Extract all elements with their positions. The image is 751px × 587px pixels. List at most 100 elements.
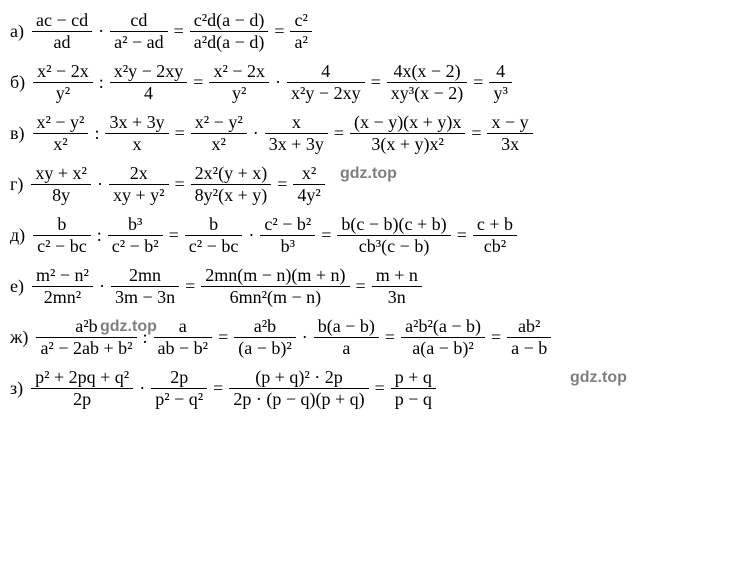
equation-line-zh: ж) a²b a² − 2ab + b² : a ab − b² = a²b (…	[10, 316, 751, 359]
numerator: 2x	[109, 163, 169, 185]
fraction: 2p p² − q²	[151, 367, 207, 410]
numerator: 2mn	[111, 265, 179, 287]
fraction: 2mn(m − n)(m + n) 6mn²(m − n)	[201, 265, 349, 308]
fraction: a²b²(a − b) a(a − b)²	[401, 316, 485, 359]
denominator: 3x	[487, 134, 532, 155]
equals: =	[274, 21, 284, 42]
equals: =	[334, 123, 344, 144]
numerator: b(c − b)(c + b)	[337, 214, 450, 236]
denominator: a	[314, 338, 379, 359]
numerator: c + b	[473, 214, 517, 236]
denominator: a − b	[507, 338, 551, 359]
fraction: x 3x + 3y	[265, 112, 328, 155]
numerator: x − y	[487, 112, 532, 134]
denominator: a² − 2ab + b²	[36, 338, 136, 359]
fraction: a²b a² − 2ab + b²	[36, 316, 136, 359]
equals: =	[213, 378, 223, 399]
denominator: 6mn²(m − n)	[201, 287, 349, 308]
denominator: y²	[33, 83, 93, 104]
fraction: c² a²	[290, 10, 311, 53]
denominator: c² − bc	[33, 236, 91, 257]
fraction: x² − y² x²	[191, 112, 247, 155]
operator: :	[97, 225, 102, 246]
numerator: p² + 2pq + q²	[31, 367, 133, 389]
numerator: x² − 2x	[33, 61, 93, 83]
denominator: c² − b²	[108, 236, 163, 257]
line-label: б)	[10, 72, 25, 93]
equals: =	[169, 225, 179, 246]
fraction: b(a − b) a	[314, 316, 379, 359]
denominator: p − q	[391, 389, 436, 410]
denominator: c² − bc	[185, 236, 243, 257]
line-label: а)	[10, 21, 24, 42]
denominator: 3x + 3y	[265, 134, 328, 155]
numerator: x² − 2x	[209, 61, 269, 83]
fraction: b c² − bc	[185, 214, 243, 257]
denominator: 2mn²	[32, 287, 93, 308]
line-label: з)	[10, 378, 23, 399]
fraction: x² − 2x y²	[33, 61, 93, 104]
equals: =	[175, 123, 185, 144]
fraction: x² 4y²	[293, 163, 324, 206]
operator: ·	[275, 72, 281, 93]
denominator: a² − ad	[110, 32, 168, 53]
fraction: m² − n² 2mn²	[32, 265, 93, 308]
numerator: a²b	[36, 316, 136, 338]
numerator: b	[185, 214, 243, 236]
denominator: x²	[33, 134, 89, 155]
equals: =	[385, 327, 395, 348]
fraction: 3x + 3y x	[105, 112, 168, 155]
numerator: 3x + 3y	[105, 112, 168, 134]
denominator: 4y²	[293, 185, 324, 206]
numerator: x²	[293, 163, 324, 185]
equals: =	[457, 225, 467, 246]
operator: ·	[248, 225, 254, 246]
operator: ·	[302, 327, 308, 348]
denominator: 2p · (p − q)(p + q)	[229, 389, 368, 410]
line-label: ж)	[10, 327, 28, 348]
fraction: c² − b² b³	[260, 214, 315, 257]
fraction: cd a² − ad	[110, 10, 168, 53]
denominator: 3m − 3n	[111, 287, 179, 308]
equals: =	[356, 276, 366, 297]
operator: :	[99, 72, 104, 93]
equals: =	[185, 276, 195, 297]
fraction: m + n 3n	[372, 265, 422, 308]
numerator: x²y − 2xy	[110, 61, 188, 83]
denominator: 3(x + y)x²	[350, 134, 465, 155]
watermark: gdz.top	[570, 369, 627, 387]
fraction: 4 x²y − 2xy	[287, 61, 365, 104]
denominator: ab − b²	[154, 338, 213, 359]
denominator: 2p	[31, 389, 133, 410]
watermark: gdz.top	[340, 165, 397, 183]
equation-line-z: з) p² + 2pq + q² 2p · 2p p² − q² = (p + …	[10, 367, 751, 410]
numerator: b(a − b)	[314, 316, 379, 338]
denominator: 4	[110, 83, 188, 104]
numerator: c²	[290, 10, 311, 32]
fraction: 2x xy + y²	[109, 163, 169, 206]
numerator: xy + x²	[31, 163, 91, 185]
fraction: 2mn 3m − 3n	[111, 265, 179, 308]
denominator: a²	[290, 32, 311, 53]
line-label: в)	[10, 123, 25, 144]
denominator: a(a − b)²	[401, 338, 485, 359]
fraction: a ab − b²	[154, 316, 213, 359]
fraction: b c² − bc	[33, 214, 91, 257]
numerator: b	[33, 214, 91, 236]
numerator: 4	[287, 61, 365, 83]
denominator: a²d(a − d)	[190, 32, 269, 53]
operator: ·	[98, 21, 104, 42]
equation-line-a: а) ac − cd ad · cd a² − ad = c²d(a − d) …	[10, 10, 751, 53]
fraction: 4 y³	[489, 61, 511, 104]
operator: ·	[97, 174, 103, 195]
numerator: p + q	[391, 367, 436, 389]
numerator: 2p	[151, 367, 207, 389]
fraction: a²b (a − b)²	[234, 316, 296, 359]
fraction: c + b cb²	[473, 214, 517, 257]
numerator: x	[265, 112, 328, 134]
numerator: cd	[110, 10, 168, 32]
operator: :	[94, 123, 99, 144]
fraction: b(c − b)(c + b) cb³(c − b)	[337, 214, 450, 257]
numerator: 2x²(y + x)	[191, 163, 272, 185]
denominator: x	[105, 134, 168, 155]
